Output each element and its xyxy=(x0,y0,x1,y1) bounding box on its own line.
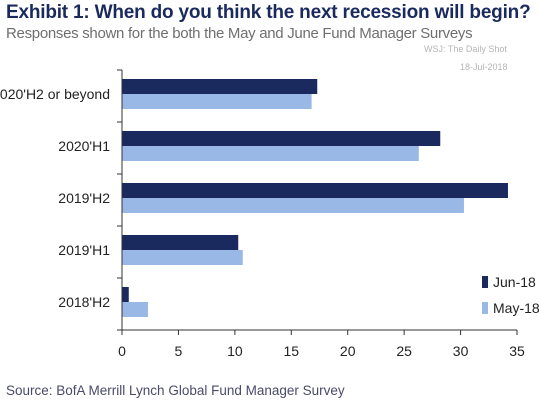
watermark-date: 18-Jul-2018 xyxy=(460,62,508,72)
bar-jun-18-2018-h2 xyxy=(122,287,129,302)
chart-subtitle: Responses shown for the both the May and… xyxy=(6,25,473,42)
legend-swatch-jun-18 xyxy=(482,276,488,288)
source-note: Source: BofA Merrill Lynch Global Fund M… xyxy=(6,383,345,398)
category-label: 2019'H2 xyxy=(58,190,110,206)
chart-title: Exhibit 1: When do you think the next re… xyxy=(6,2,531,23)
x-tick-label: 30 xyxy=(453,343,469,359)
legend-label-jun-18: Jun-18 xyxy=(493,274,536,290)
x-tick-label: 35 xyxy=(509,343,525,359)
category-label: 2019'H1 xyxy=(58,242,110,258)
bar-jun-18-2019-h1 xyxy=(122,235,239,250)
bar-may-18-2020-h2-or-beyond xyxy=(122,94,312,109)
category-label: 2018'H2 xyxy=(58,294,110,310)
legend-label-may-18: May-18 xyxy=(493,300,540,316)
x-tick-label: 15 xyxy=(283,343,299,359)
bar-jun-18-2020-h1 xyxy=(122,131,441,146)
bar-may-18-2019-h2 xyxy=(122,198,464,213)
tick-labels: 0 5 10 15 20 25 30 35 xyxy=(118,343,525,359)
bar-chart: 2020'H2 or beyond 2020'H1 2019'H2 2019'H1 20… xyxy=(0,69,540,359)
bar-jun-18-2019-h2 xyxy=(122,183,508,198)
axes-group xyxy=(117,69,518,335)
x-tick-label: 20 xyxy=(340,343,356,359)
x-tick-label: 25 xyxy=(396,343,412,359)
bars-group xyxy=(122,79,508,317)
x-tick-label: 0 xyxy=(118,343,126,359)
category-label: 2020'H1 xyxy=(58,138,110,154)
legend-swatch-may-18 xyxy=(482,302,488,314)
x-tick-label: 10 xyxy=(227,343,243,359)
x-tick-label: 5 xyxy=(175,343,183,359)
bar-may-18-2020-h1 xyxy=(122,146,419,161)
category-label: 2020'H2 or beyond xyxy=(0,86,110,102)
bar-jun-18-2020-h2-or-beyond xyxy=(122,79,318,94)
bar-may-18-2018-h2 xyxy=(122,302,148,317)
category-labels: 2020'H2 or beyond 2020'H1 2019'H2 2019'H1 20… xyxy=(0,86,110,310)
watermark-source: WSJ: The Daily Shot xyxy=(424,44,507,54)
legend: Jun-18 May-18 xyxy=(482,274,540,316)
bar-may-18-2019-h1 xyxy=(122,250,243,265)
